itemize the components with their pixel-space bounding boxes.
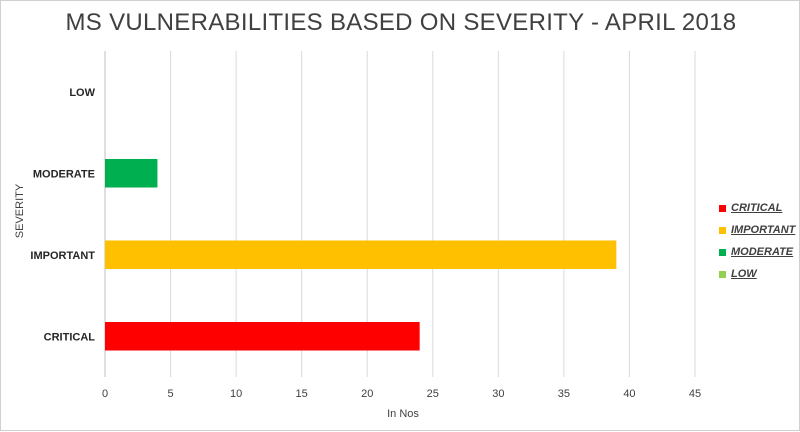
category-label-low: LOW [69,87,95,99]
x-tick-label: 15 [296,388,308,400]
legend-label-critical: CRITICAL [731,202,783,214]
legend-label-moderate: MODERATE [731,246,794,258]
legend-item-critical: CRITICAL [719,197,795,219]
legend-label-low: LOW [731,268,757,280]
category-label-critical: CRITICAL [44,331,96,343]
x-tick-label: 25 [427,388,439,400]
x-tick-label: 5 [167,388,173,400]
legend-item-moderate: MODERATE [719,241,795,263]
x-tick-label: 45 [689,388,701,400]
category-label-moderate: MODERATE [33,168,95,180]
x-axis-title: In Nos [387,408,419,420]
bar-critical [105,321,420,351]
x-tick-labels: 0 5 10 15 20 25 30 35 40 45 [102,388,701,400]
legend-swatch-critical [719,204,726,212]
bar-moderate [105,158,158,188]
x-tick-label: 20 [361,388,373,400]
bars [105,158,617,351]
chart-title: MS VULNERABILITIES BASED ON SEVERITY - A… [65,9,737,36]
legend-label-important: IMPORTANT [731,224,796,236]
gridlines [104,51,696,377]
y-axis-title: SEVERITY [14,183,26,238]
category-labels: LOW MODERATE IMPORTANT CRITICAL [30,87,95,344]
x-tick-label: 30 [492,388,504,400]
category-label-important: IMPORTANT [30,250,95,262]
legend-swatch-moderate [719,248,726,256]
legend-swatch-important [719,226,726,234]
x-tick-label: 10 [230,388,242,400]
legend-item-low: LOW [719,263,795,285]
bar-important [105,240,617,270]
legend: CRITICAL IMPORTANT MODERATE LOW [719,197,795,285]
x-tick-label: 35 [558,388,570,400]
legend-swatch-low [719,270,726,278]
x-tick-label: 40 [623,388,635,400]
legend-item-important: IMPORTANT [719,219,795,241]
x-tick-label: 0 [102,388,108,400]
